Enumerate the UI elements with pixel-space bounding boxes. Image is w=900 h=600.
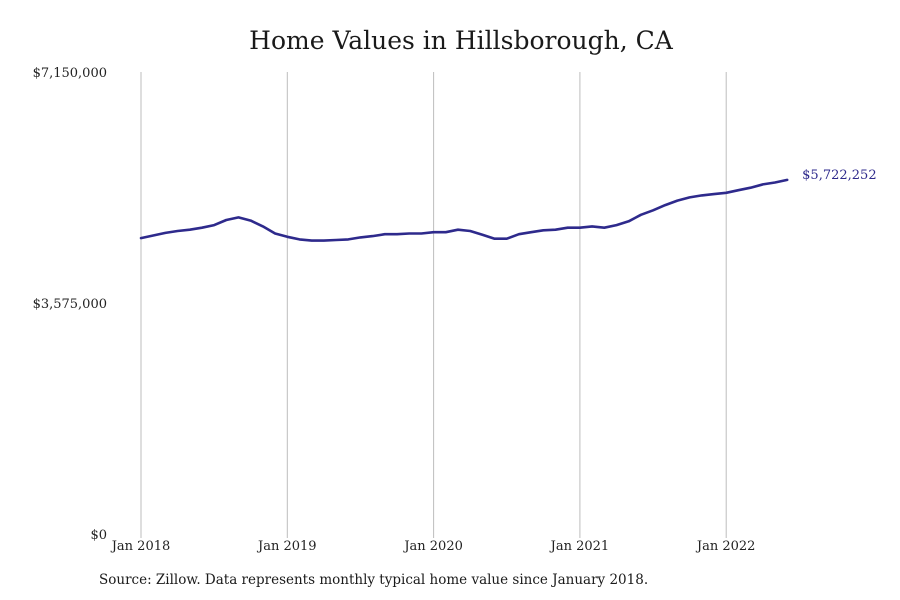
chart-title: Home Values in Hillsborough, CA xyxy=(249,26,673,55)
source-note: Source: Zillow. Data represents monthly … xyxy=(99,572,649,588)
x-tick-label: Jan 2020 xyxy=(402,539,463,554)
y-tick-label: $0 xyxy=(90,528,107,543)
last-value-label: $5,722,252 xyxy=(802,168,876,183)
y-tick-label: $7,150,000 xyxy=(33,66,107,81)
grid-lines xyxy=(140,72,727,538)
y-tick-label: $3,575,000 xyxy=(33,297,107,312)
x-tick-label: Jan 2019 xyxy=(256,539,317,554)
y-axis-ticks: $7,150,000 $3,575,000 $0 xyxy=(33,66,107,543)
x-tick-label: Jan 2018 xyxy=(110,539,171,554)
x-tick-label: Jan 2021 xyxy=(549,539,610,554)
x-tick-label: Jan 2022 xyxy=(695,539,756,554)
series-line-home-value xyxy=(139,178,789,242)
x-axis-ticks: Jan 2018 Jan 2019 Jan 2020 Jan 2021 Jan 2022 xyxy=(110,539,756,554)
